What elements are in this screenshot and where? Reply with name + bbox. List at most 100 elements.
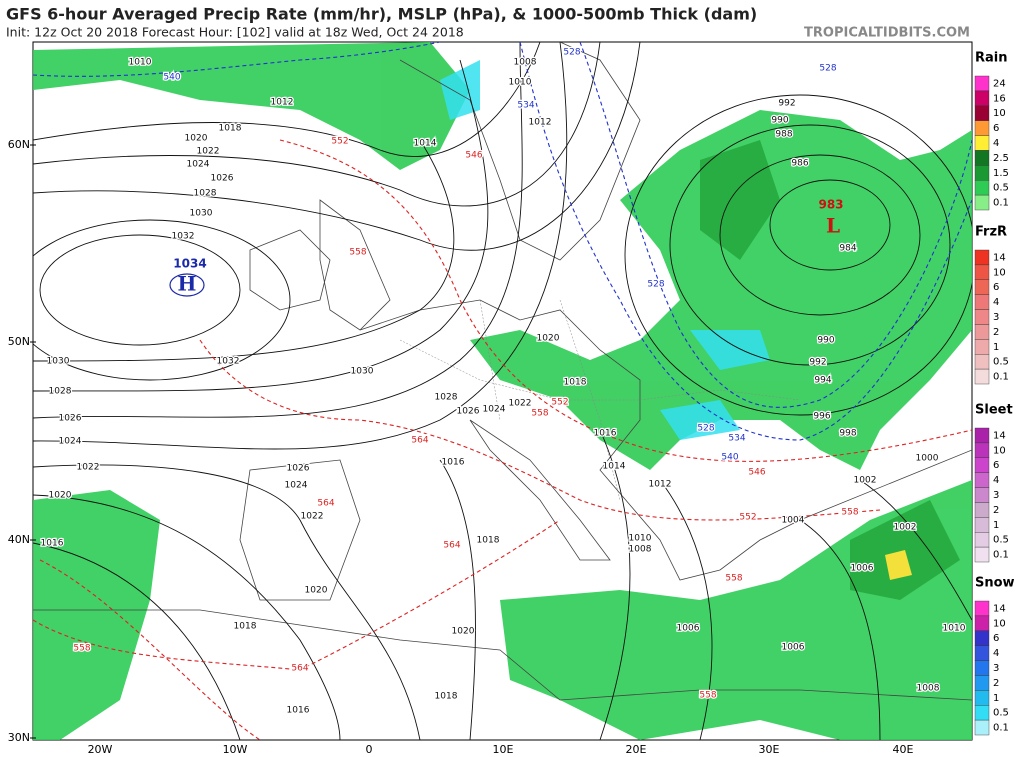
legend-label: 2: [993, 327, 999, 338]
isobar-label: 1026: [211, 174, 234, 184]
map-subtitle: Init: 12z Oct 20 2018 Forecast Hour: [10…: [6, 25, 464, 40]
legend-label: 0.1: [993, 723, 1009, 734]
isobar-label: 996: [813, 412, 830, 422]
longitude-label: 20E: [626, 743, 647, 756]
isobar-label: 1006: [782, 643, 805, 653]
legend-swatch: [974, 442, 990, 458]
longitude-label: 40E: [893, 743, 914, 756]
thickness-label: 558: [699, 691, 716, 701]
longitude-label: 0: [366, 743, 373, 756]
legend-title: Rain: [975, 51, 1008, 66]
isobar-label: 1014: [603, 462, 626, 472]
legend-label: 2.5: [993, 153, 1009, 164]
thickness-label: 558: [725, 574, 742, 584]
thickness-label: 564: [443, 541, 460, 551]
legend-swatch: [974, 309, 990, 325]
legend-swatch: [974, 517, 990, 533]
isobar-label: 992: [809, 358, 826, 368]
thickness-label: 552: [551, 398, 568, 408]
legend-swatch: [974, 427, 990, 444]
isobar-label: 1002: [894, 523, 917, 533]
legend-swatch: [974, 120, 990, 136]
legend-title: FrzR: [975, 225, 1007, 240]
longitude-label: 10W: [223, 743, 248, 756]
isobar-label: 1018: [219, 124, 242, 134]
legend-swatch: [974, 294, 990, 310]
legend-swatch: [974, 165, 990, 181]
legend-label: 4: [993, 648, 999, 659]
legend-title: Snow: [975, 576, 1015, 591]
legend-swatch: [974, 180, 990, 196]
isobar-label: 1006: [851, 564, 874, 574]
isobar-label: 1022: [197, 147, 220, 157]
latitude-label: 30N: [8, 731, 30, 744]
isobar-label: 994: [814, 376, 831, 386]
isobar-label: 1006: [677, 624, 700, 634]
isobar-label: 1010: [129, 58, 152, 68]
isobar-label: 1012: [271, 98, 294, 108]
isobars: [33, 42, 972, 740]
isobar-label: 1008: [629, 545, 652, 555]
thickness-label: 534: [517, 101, 534, 111]
isobar-label: 1020: [305, 586, 328, 596]
legend-label: 6: [993, 460, 999, 471]
isobar-label: 1032: [217, 357, 240, 367]
legend-swatch: [974, 75, 990, 92]
legend-label: 6: [993, 282, 999, 293]
pressure-center-value: 983: [818, 198, 843, 212]
legend-swatch: [974, 487, 990, 503]
isobar-label: 1026: [457, 407, 480, 417]
legend-swatch: [974, 90, 990, 106]
legend-label: 3: [993, 490, 999, 501]
legend-label: 1: [993, 520, 999, 531]
isobar-label: 1000: [916, 454, 939, 464]
legend-swatch: [974, 368, 990, 385]
isobar-label: 1012: [649, 480, 672, 490]
thickness-label: 558: [73, 644, 90, 654]
legend-label: 6: [993, 633, 999, 644]
isobar-label: 1024: [187, 160, 210, 170]
longitude-label: 20W: [88, 743, 113, 756]
legend-swatch: [974, 264, 990, 280]
isobar-label: 1010: [943, 624, 966, 634]
legend-label: 0.5: [993, 535, 1009, 546]
legend-label: 0.5: [993, 183, 1009, 194]
legend-label: 0.1: [993, 372, 1009, 383]
isobar-label: 1012: [529, 118, 552, 128]
heavy-rain: [885, 550, 912, 580]
isobar-label: 1024: [285, 481, 308, 491]
legend-label: 10: [993, 267, 1006, 278]
legend-label: 1.5: [993, 168, 1009, 179]
thickness-lines: [33, 42, 972, 740]
legend-label: 6: [993, 123, 999, 134]
isobar-label: 1020: [185, 134, 208, 144]
isobar-label: 1028: [194, 189, 217, 199]
thickness-label: 534: [728, 434, 745, 444]
legend-title: Sleet: [975, 403, 1013, 418]
isobar-label: 1026: [287, 464, 310, 474]
legend-swatch: [974, 324, 990, 340]
legend-swatch: [974, 600, 990, 617]
legend-swatch: [974, 354, 990, 370]
thickness-label: 528: [697, 424, 714, 434]
legend-label: 10: [993, 108, 1006, 119]
legend-swatch: [974, 105, 990, 121]
thickness-label: 528: [563, 48, 580, 58]
isobar-label: 1024: [483, 405, 506, 415]
legend-label: 4: [993, 475, 999, 486]
thickness-label: 564: [317, 499, 334, 509]
longitude-label: 10E: [493, 743, 514, 756]
latitude-label: 60N: [8, 138, 30, 151]
legend-swatch: [974, 645, 990, 661]
thickness-label: 552: [739, 513, 756, 523]
legend-swatch: [974, 675, 990, 691]
legend-swatch: [974, 502, 990, 518]
isobar-label: 1022: [509, 399, 532, 409]
isobar-label: 1026: [59, 414, 82, 424]
pressure-center-symbol: L: [826, 214, 840, 238]
map-title: GFS 6-hour Averaged Precip Rate (mm/hr),…: [6, 5, 757, 24]
legend-label: 4: [993, 138, 999, 149]
legend-swatch: [974, 135, 990, 151]
isobar-label: 998: [839, 429, 856, 439]
legend-swatch: [974, 249, 990, 266]
